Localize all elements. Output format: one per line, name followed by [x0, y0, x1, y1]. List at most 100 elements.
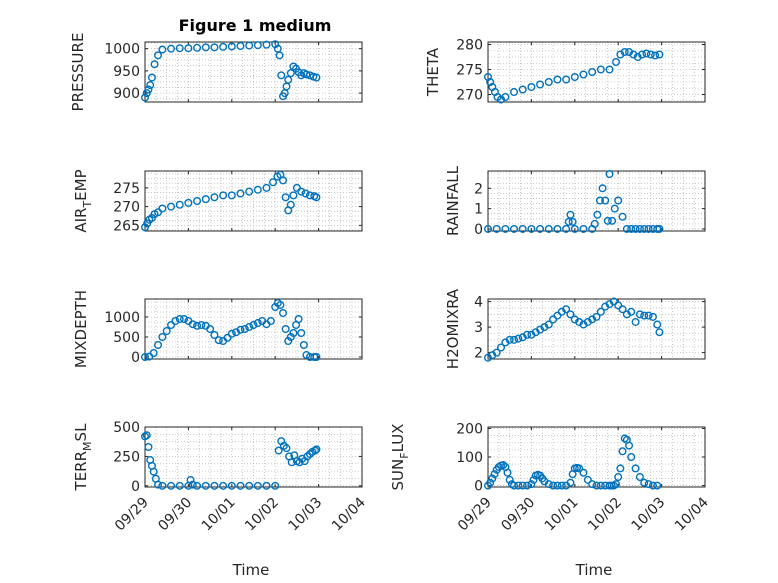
data-point	[150, 60, 159, 69]
data-point	[566, 310, 575, 319]
data-point	[206, 325, 215, 334]
data-point	[544, 224, 553, 233]
y-tick-label: 0	[474, 479, 483, 495]
y-tick-label: 2	[474, 346, 483, 362]
data-point	[497, 343, 506, 352]
data-point	[596, 65, 605, 74]
data-point	[262, 183, 271, 192]
data-point	[171, 317, 180, 326]
data-point	[644, 311, 653, 320]
data-point	[566, 478, 575, 487]
x-tick-label: 09/30	[155, 495, 195, 535]
data-point	[570, 224, 579, 233]
data-point	[536, 80, 545, 89]
data-point	[583, 475, 592, 484]
data-point	[188, 480, 197, 489]
y-tick-label: 3	[474, 320, 483, 336]
y-tick-label: 280	[456, 38, 483, 54]
panel-5: 0 500 1000 MIXDEPTH	[72, 290, 363, 368]
data-point	[527, 82, 536, 91]
data-point	[518, 481, 527, 490]
data-point	[505, 475, 514, 484]
data-point	[146, 81, 155, 90]
data-point	[484, 224, 493, 233]
figure-title: Figure 1 medium	[179, 16, 332, 35]
y-tick-label: 2	[474, 181, 483, 197]
panel-2: 270 275 280 THETA	[424, 38, 706, 104]
data-point	[523, 330, 532, 339]
data-point	[253, 319, 262, 328]
data-point	[279, 176, 288, 185]
data-point	[510, 87, 519, 96]
data-point	[651, 51, 660, 60]
data-point	[158, 204, 167, 213]
y-tick-label: 1	[474, 202, 483, 218]
data-point	[625, 441, 634, 450]
data-point	[201, 195, 210, 204]
data-point	[312, 73, 321, 82]
y-tick-label: 100	[456, 450, 483, 466]
data-point	[201, 43, 210, 52]
panel-3: 265 270 275 AIRTEMP	[72, 169, 363, 234]
data-point	[193, 321, 202, 330]
data-point	[167, 481, 176, 490]
data-point	[527, 224, 536, 233]
data-point	[549, 481, 558, 490]
data-point	[140, 432, 149, 441]
data-point	[210, 481, 219, 490]
data-point	[490, 470, 499, 479]
data-point	[579, 70, 588, 79]
data-point	[175, 200, 184, 209]
data-point	[289, 191, 298, 200]
y-tick-label: 250	[113, 449, 140, 465]
data-point	[653, 481, 662, 490]
data-point	[232, 328, 241, 337]
data-point	[271, 481, 280, 490]
data-point	[536, 224, 545, 233]
data-point	[236, 325, 245, 334]
data-point	[527, 480, 536, 489]
data-point	[253, 41, 262, 50]
data-point	[236, 189, 245, 198]
y-axis-label: TERRMSL	[72, 423, 94, 492]
data-point	[262, 481, 271, 490]
data-point	[592, 481, 601, 490]
data-point	[188, 320, 197, 329]
y-tick-label: 275	[113, 181, 140, 197]
y-axis-label: THETA	[424, 47, 442, 97]
data-point	[286, 200, 295, 209]
data-point	[236, 481, 245, 490]
data-point	[180, 315, 189, 324]
x-tick-label: 10/04	[672, 494, 712, 534]
data-point	[154, 480, 163, 489]
data-point	[655, 50, 664, 59]
x-tick-label: 10/01	[542, 495, 582, 535]
data-point	[281, 193, 290, 202]
data-point	[154, 51, 163, 60]
data-point	[197, 321, 206, 330]
y-tick-label: 0	[474, 222, 483, 238]
data-point	[564, 217, 573, 226]
data-point	[605, 65, 614, 74]
data-point	[566, 210, 575, 219]
y-tick-label: 4	[474, 295, 483, 311]
y-axis-label: H2OMIXRA	[444, 288, 462, 369]
data-point	[614, 473, 623, 482]
y-tick-label: 0	[131, 479, 140, 495]
data-point	[312, 353, 321, 362]
data-point	[292, 183, 301, 192]
data-point	[514, 334, 523, 343]
data-point	[262, 40, 271, 49]
y-axis-label: SUNFLUX	[389, 424, 411, 491]
y-axis-label: RAINFALL	[444, 165, 462, 236]
data-point	[614, 196, 623, 205]
data-point	[553, 224, 562, 233]
y-tick-label: 265	[113, 218, 140, 234]
data-point	[610, 204, 619, 213]
data-point	[655, 224, 664, 233]
y-axis-label: PRESSURE	[69, 33, 87, 112]
data-point	[593, 210, 602, 219]
data-point	[223, 333, 232, 342]
data-point	[147, 73, 156, 82]
data-point	[616, 464, 625, 473]
